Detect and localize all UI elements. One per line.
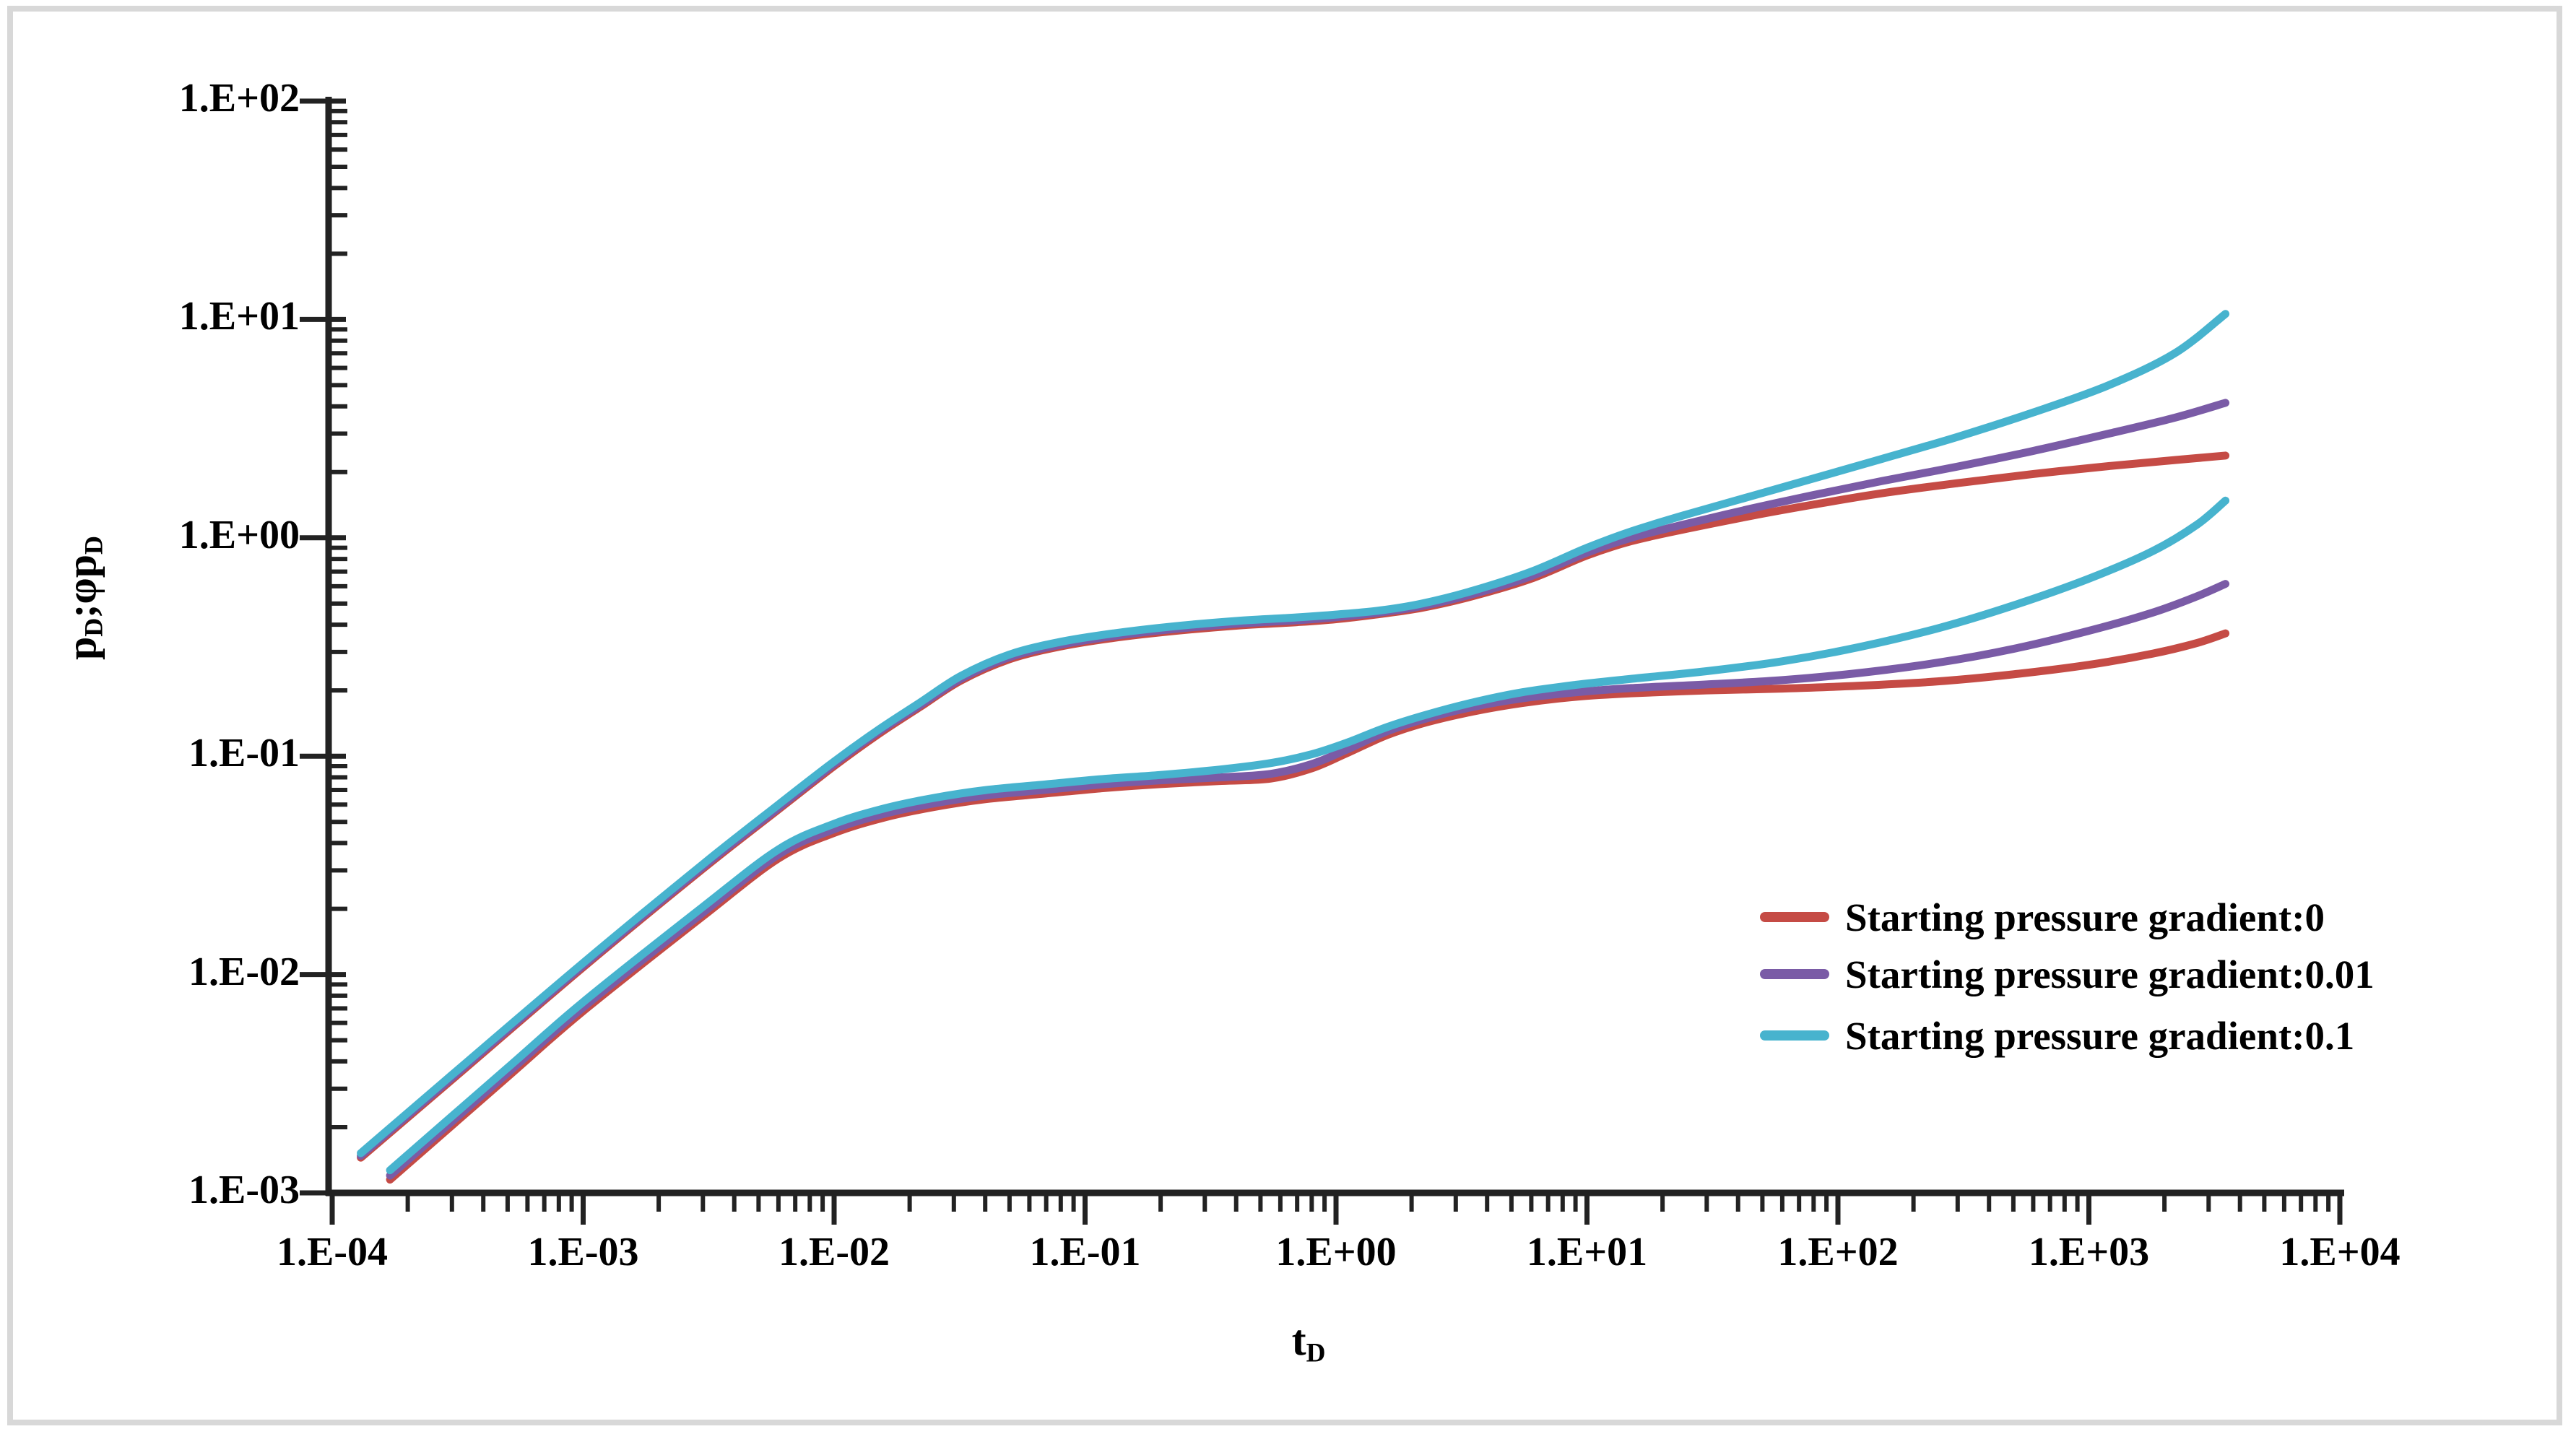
y-tick-label: 1.E+02 <box>178 76 300 121</box>
legend-label: Starting pressure gradient:0 <box>1845 895 2325 939</box>
series-pd-starting-pressure-gradient-0-1 <box>357 310 2230 1158</box>
x-tick-label: 1.E+04 <box>2279 1230 2401 1274</box>
x-tick-label: 1.E-03 <box>527 1230 639 1274</box>
legend-swatch-red <box>1760 912 1829 922</box>
legend-label: Starting pressure gradient:0.1 <box>1845 1013 2355 1058</box>
x-tick-label: 1.E-04 <box>277 1230 388 1274</box>
y-axis-title: pD;φpD <box>58 536 108 660</box>
legend-swatch-cyan <box>1760 1030 1829 1041</box>
series-dpd-starting-pressure-gradient-0-1 <box>386 496 2230 1175</box>
y-tick-label: 1.E-01 <box>188 731 300 776</box>
y-tick-label: 1.E+00 <box>178 512 300 557</box>
x-tick-label: 1.E-02 <box>779 1230 890 1274</box>
x-tick-label: 1.E+02 <box>1777 1230 1899 1274</box>
y-tick-label: 1.E-03 <box>188 1168 300 1212</box>
series-dpd-starting-pressure-gradient-0-01 <box>386 580 2230 1180</box>
y-tick-label: 1.E-02 <box>188 949 300 994</box>
legend-swatch-purple <box>1760 969 1829 979</box>
x-tick-label: 1.E-01 <box>1029 1230 1141 1274</box>
x-axis-title: tD <box>1291 1316 1326 1368</box>
legend-item: Starting pressure gradient:0.1 <box>1760 1014 2354 1057</box>
x-tick-label: 1.E+03 <box>2028 1230 2150 1274</box>
y-tick-label: 1.E+01 <box>178 294 300 339</box>
x-tick-label: 1.E+00 <box>1275 1230 1397 1274</box>
legend-item: Starting pressure gradient:0 <box>1760 895 2325 939</box>
legend-item: Starting pressure gradient:0.01 <box>1760 952 2375 996</box>
legend-label: Starting pressure gradient:0.01 <box>1845 952 2375 996</box>
x-tick-label: 1.E+01 <box>1526 1230 1648 1274</box>
figure-frame <box>7 6 2562 1425</box>
